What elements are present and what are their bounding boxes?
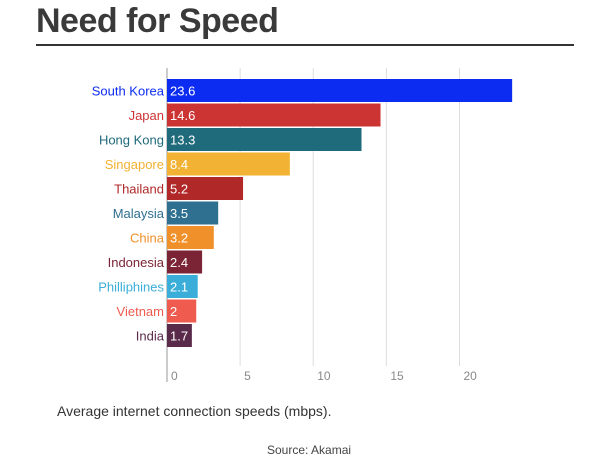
category-label-indonesia: Indonesia	[108, 255, 165, 270]
category-label-japan: Japan	[129, 108, 164, 123]
bar-japan	[167, 103, 381, 127]
bar-vietnam	[167, 299, 197, 323]
bar-hong-kong	[167, 128, 362, 151]
category-label-china: China	[130, 231, 165, 246]
category-label-vietnam: Vietnam	[117, 304, 164, 319]
bar-philliphines	[167, 275, 198, 298]
bars: 23.6 14.6 13.3 8.4 5.2 3.5 3.2 2.4 2.1 2 1.7	[167, 79, 513, 347]
value-label-india: 1.7	[170, 329, 188, 344]
value-label-philliphines: 2.1	[170, 280, 188, 295]
value-label-vietnam: 2	[170, 304, 177, 319]
category-labels: South Korea Japan Hong Kong Singapore Thaila…	[92, 84, 165, 344]
chart-source: Source: Akamai	[267, 443, 352, 457]
category-label-malaysia: Malaysia	[113, 206, 165, 221]
bar-indonesia	[167, 250, 203, 274]
value-label-indonesia: 2.4	[170, 255, 188, 270]
tick-label-20: 20	[464, 369, 478, 383]
bar-india	[167, 324, 192, 347]
value-label-hong-kong: 13.3	[170, 133, 195, 148]
chart-title: Need for Speed	[36, 2, 279, 40]
tick-label-10: 10	[317, 369, 331, 383]
category-label-india: India	[136, 329, 165, 344]
category-label-philliphines: Philliphines	[98, 280, 164, 295]
value-label-south-korea: 23.6	[170, 84, 195, 99]
tick-label-0: 0	[171, 369, 178, 383]
x-axis: 0 5 10 15 20	[171, 369, 477, 383]
bar-south-korea	[167, 79, 513, 102]
chart-subtitle: Average internet connection speeds (mbps…	[57, 403, 332, 419]
value-label-singapore: 8.4	[170, 157, 188, 172]
bar-thailand	[167, 177, 244, 200]
bar-chart: 23.6 14.6 13.3 8.4 5.2 3.5 3.2 2.4 2.1 2 1.7 South…	[92, 68, 513, 383]
category-label-hong-kong: Hong Kong	[99, 133, 164, 148]
value-label-thailand: 5.2	[170, 182, 188, 197]
value-label-malaysia: 3.5	[170, 206, 188, 221]
value-label-japan: 14.6	[170, 108, 195, 123]
bar-china	[167, 226, 214, 249]
tick-label-15: 15	[390, 369, 404, 383]
category-label-south-korea: South Korea	[92, 84, 165, 99]
category-label-singapore: Singapore	[105, 157, 164, 172]
tick-label-5: 5	[244, 369, 251, 383]
category-label-thailand: Thailand	[114, 182, 164, 197]
bar-singapore	[167, 152, 290, 176]
bar-malaysia	[167, 201, 219, 225]
title-divider	[36, 44, 574, 46]
value-label-china: 3.2	[170, 231, 188, 246]
